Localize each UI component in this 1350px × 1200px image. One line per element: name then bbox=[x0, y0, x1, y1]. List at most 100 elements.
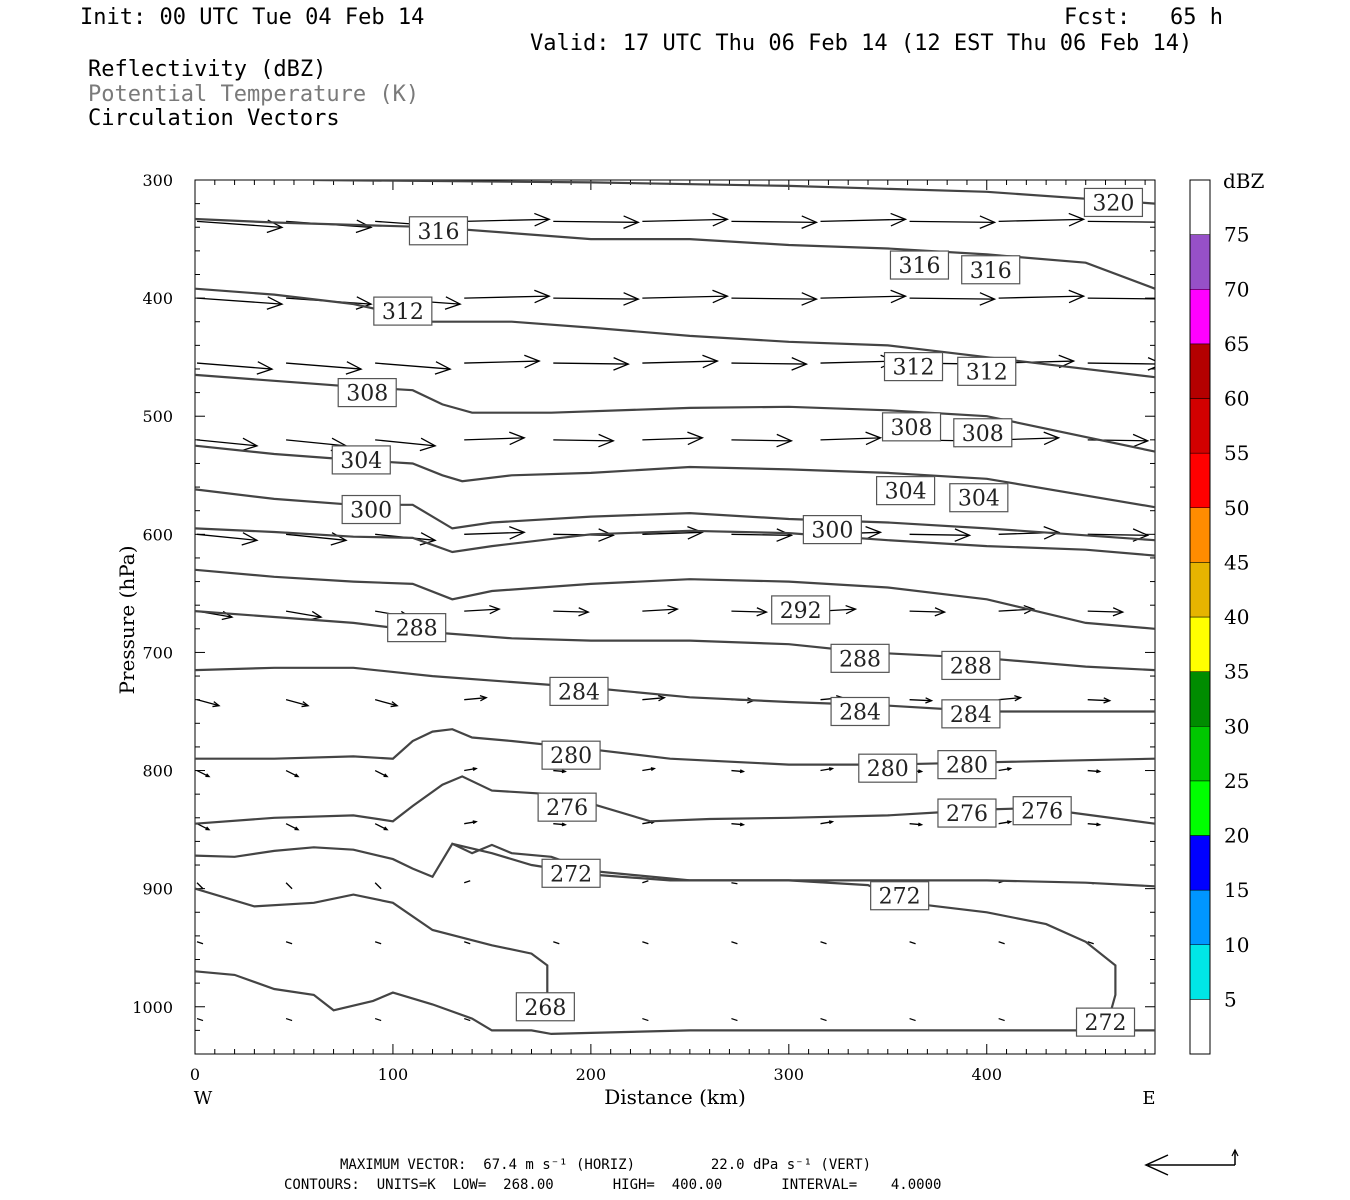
x-axis-west-label: W bbox=[194, 1088, 213, 1109]
field-reflectivity: Reflectivity (dBZ) bbox=[88, 57, 327, 82]
circulation-vector bbox=[285, 941, 293, 945]
circulation-vector bbox=[731, 528, 794, 542]
circulation-vector bbox=[642, 880, 649, 884]
circulation-vector bbox=[909, 528, 972, 542]
circulation-vector bbox=[375, 437, 437, 452]
colorbar-swatch bbox=[1189, 343, 1211, 399]
circulation-vector bbox=[553, 941, 560, 945]
x-axis-east-label: E bbox=[1142, 1088, 1155, 1109]
contour-label: 304 bbox=[949, 483, 1009, 513]
circulation-vector bbox=[553, 433, 615, 448]
colorbar-swatch bbox=[1189, 671, 1211, 727]
forecast-hour: Fcst: 65 h bbox=[1064, 5, 1223, 30]
svg-text:276: 276 bbox=[1021, 800, 1063, 825]
svg-text:316: 316 bbox=[417, 220, 459, 245]
circulation-vector bbox=[285, 610, 323, 621]
circulation-vector bbox=[375, 361, 452, 375]
circulation-vector bbox=[731, 607, 769, 617]
circulation-vector bbox=[731, 292, 819, 306]
theta-contour-272 bbox=[195, 887, 549, 1001]
contour-label: 312 bbox=[883, 352, 944, 382]
colorbar-tick-label: 15 bbox=[1224, 878, 1249, 902]
circulation-vector bbox=[1087, 433, 1150, 448]
circulation-vector bbox=[642, 525, 705, 540]
reference-vector bbox=[1144, 1148, 1239, 1176]
colorbar-swatch bbox=[1189, 999, 1211, 1055]
circulation-vector bbox=[909, 941, 916, 945]
x-axis-ticks: 0 100 200 300 400 bbox=[190, 180, 1146, 1084]
colorbar-swatch bbox=[1189, 179, 1211, 235]
circulation-vector bbox=[820, 1017, 827, 1022]
circulation-vector bbox=[286, 361, 363, 375]
circulation-vector bbox=[285, 1017, 293, 1022]
contour-label: 272 bbox=[541, 858, 601, 888]
colorbar-tick-label: 65 bbox=[1224, 332, 1249, 356]
circulation-vector bbox=[909, 1017, 916, 1022]
circulation-vector bbox=[464, 767, 478, 772]
circulation-vector bbox=[374, 699, 399, 708]
x-tick-label: 400 bbox=[971, 1065, 1002, 1084]
contour-label: 288 bbox=[941, 650, 1001, 681]
theta-contour-268 bbox=[195, 970, 1155, 1036]
circulation-vector bbox=[196, 769, 211, 778]
circulation-vector bbox=[642, 767, 657, 772]
svg-text:284: 284 bbox=[839, 700, 881, 725]
colorbar-tick-label: 35 bbox=[1224, 660, 1249, 684]
contour-label: 308 bbox=[337, 377, 397, 408]
circulation-vector bbox=[998, 289, 1086, 304]
colorbar-tick-label: 50 bbox=[1224, 496, 1249, 520]
circulation-vector bbox=[642, 604, 680, 615]
x-tick-label: 0 bbox=[190, 1065, 200, 1084]
circulation-vector bbox=[553, 215, 640, 229]
svg-text:308: 308 bbox=[891, 416, 933, 441]
svg-text:288: 288 bbox=[950, 654, 992, 679]
svg-text:316: 316 bbox=[898, 254, 940, 279]
contour-label: 268 bbox=[515, 992, 575, 1022]
svg-text:284: 284 bbox=[558, 680, 600, 705]
contour-label: 308 bbox=[953, 418, 1013, 448]
circulation-vector bbox=[285, 823, 300, 831]
svg-text:284: 284 bbox=[950, 703, 992, 728]
colorbar-swatch bbox=[1189, 562, 1211, 618]
svg-text:304: 304 bbox=[958, 487, 1000, 512]
circulation-vector bbox=[998, 820, 1013, 825]
circulation-vector bbox=[196, 941, 204, 945]
y-tick-label: 1000 bbox=[132, 998, 173, 1017]
contour-label: 276 bbox=[537, 792, 597, 822]
circulation-vector bbox=[642, 289, 730, 304]
svg-text:280: 280 bbox=[946, 754, 988, 779]
theta-contour-312 bbox=[195, 287, 1155, 379]
theta-contour-280 bbox=[195, 728, 1155, 766]
circulation-vector bbox=[464, 212, 551, 227]
svg-text:320: 320 bbox=[1092, 191, 1134, 216]
contour-label: 280 bbox=[937, 750, 997, 780]
circulation-vector bbox=[286, 296, 373, 310]
plot-frame bbox=[194, 179, 1156, 1055]
contour-label: 280 bbox=[541, 740, 601, 770]
svg-text:276: 276 bbox=[946, 802, 988, 827]
contour-label: 272 bbox=[1075, 1007, 1136, 1037]
y-tick-label: 900 bbox=[142, 880, 173, 899]
theta-contour-276 bbox=[195, 775, 1155, 825]
circulation-vector bbox=[731, 215, 819, 229]
svg-text:292: 292 bbox=[780, 599, 822, 624]
circulation-vector bbox=[196, 437, 259, 452]
circulation-vector bbox=[464, 880, 471, 884]
field-potential-temperature: Potential Temperature (K) bbox=[88, 82, 420, 107]
circulation-vector bbox=[998, 1017, 1005, 1022]
colorbar-tick-label: 20 bbox=[1224, 824, 1249, 848]
svg-text:288: 288 bbox=[839, 647, 881, 672]
circulation-vector bbox=[464, 289, 551, 304]
circulation-vector bbox=[731, 769, 746, 774]
circulation-vector bbox=[1087, 357, 1155, 371]
theta-contour-276 bbox=[195, 842, 1155, 888]
y-tick-label: 300 bbox=[142, 171, 173, 190]
circulation-vector bbox=[1087, 297, 1155, 300]
circulation-vector bbox=[820, 941, 827, 945]
contour-label: 316 bbox=[961, 255, 1021, 285]
svg-text:300: 300 bbox=[811, 519, 853, 544]
x-tick-label: 100 bbox=[378, 1065, 409, 1084]
circulation-vector bbox=[464, 604, 501, 615]
circulation-vector bbox=[374, 769, 389, 778]
circulation-vector bbox=[1087, 607, 1125, 617]
